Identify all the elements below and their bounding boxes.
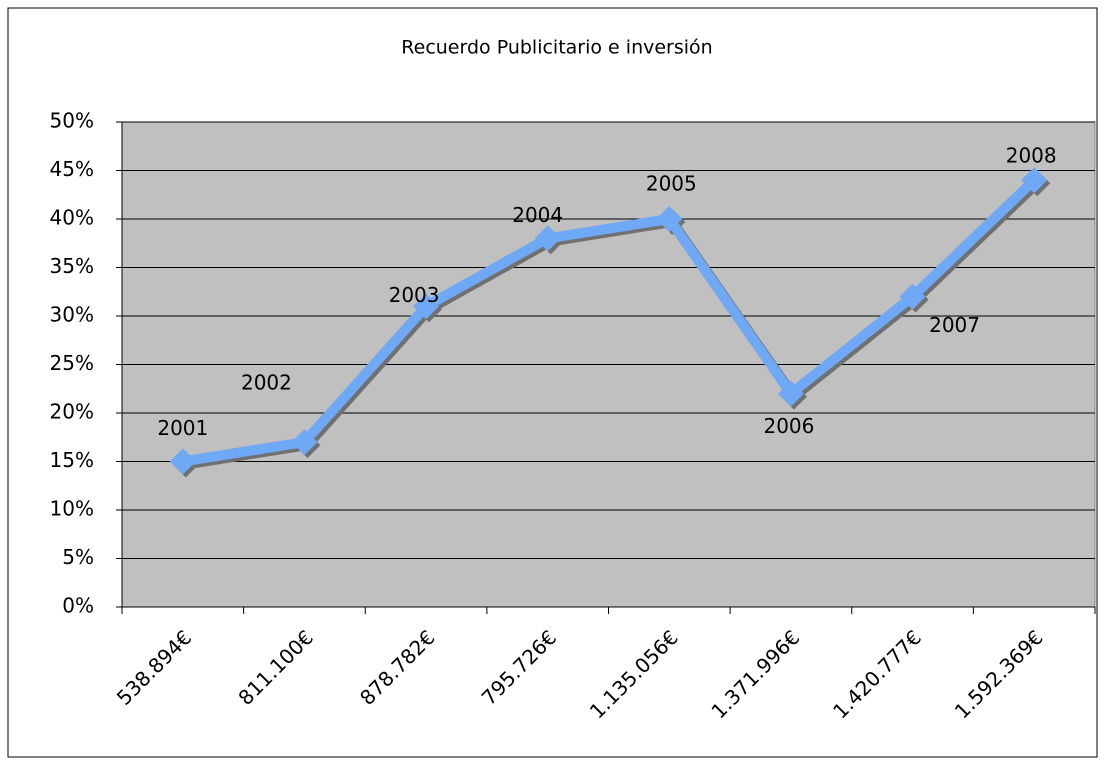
- marker: [534, 225, 561, 252]
- point-label: 2005: [646, 172, 697, 196]
- y-tick-label: 30%: [50, 303, 94, 327]
- y-tick-label: 25%: [50, 351, 94, 375]
- y-tick-label: 15%: [50, 448, 94, 472]
- y-tick-label: 45%: [50, 157, 94, 181]
- chart-title: Recuerdo Publicitario e inversión: [401, 37, 712, 59]
- point-label: 2007: [929, 313, 980, 337]
- y-tick-label: 5%: [62, 545, 94, 569]
- marker: [413, 293, 440, 320]
- point-label: 2002: [241, 371, 292, 395]
- marker: [169, 448, 196, 475]
- marker: [291, 429, 318, 456]
- point-label: 2001: [157, 416, 208, 440]
- marker: [1021, 167, 1048, 194]
- point-label: 2008: [1006, 144, 1057, 168]
- marker: [777, 380, 804, 407]
- y-tick-label: 20%: [50, 400, 94, 424]
- y-tick-label: 10%: [50, 497, 94, 521]
- point-label: 2003: [389, 283, 440, 307]
- marker: [899, 283, 926, 310]
- marker: [656, 206, 683, 232]
- y-tick-label: 50%: [50, 109, 94, 133]
- y-tick-label: 0%: [62, 594, 94, 618]
- y-tick-label: 35%: [50, 254, 94, 278]
- line: [182, 176, 1038, 467]
- y-tick-label: 40%: [50, 206, 94, 230]
- point-label: 2004: [512, 203, 563, 227]
- point-label: 2006: [763, 414, 814, 438]
